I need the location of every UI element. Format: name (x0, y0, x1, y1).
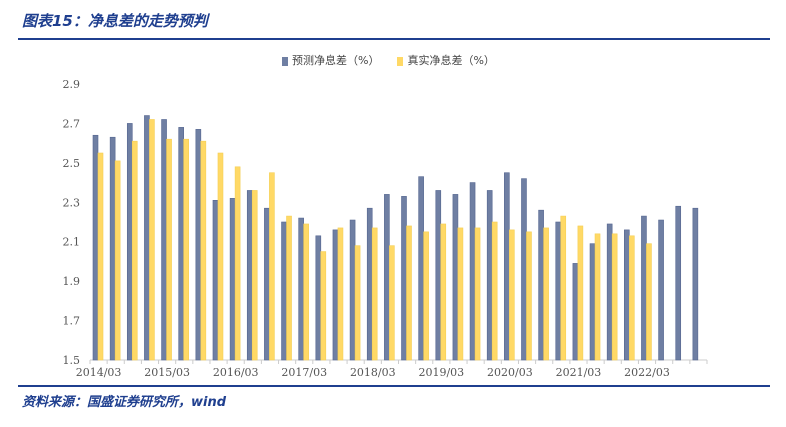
y-tick-label: 2.5 (63, 157, 81, 170)
bar-actual (457, 227, 464, 361)
bar-predicted (486, 190, 493, 361)
bar-actual (389, 245, 395, 361)
bar-actual (286, 215, 292, 361)
bar-predicted (435, 190, 442, 361)
bar-actual (303, 223, 309, 361)
bar-predicted (521, 178, 527, 361)
bar-actual (646, 243, 652, 361)
bar-predicted (298, 217, 304, 361)
x-tick-label: 2014/03 (76, 366, 122, 379)
y-tick-label: 2.3 (63, 196, 81, 209)
bar-actual (234, 166, 241, 361)
bar-actual (594, 233, 601, 361)
y-tick-label: 2.7 (63, 117, 81, 130)
bar-predicted (246, 190, 253, 361)
bar-predicted (332, 229, 339, 361)
bar-predicted (281, 221, 287, 361)
bar-actual (509, 229, 515, 361)
y-tick-label: 1.9 (63, 275, 81, 288)
bar-predicted (452, 194, 459, 361)
bar-actual (337, 227, 344, 361)
bar-actual (474, 227, 481, 361)
bar-actual (320, 251, 327, 361)
bar-predicted (606, 223, 613, 361)
source-divider (18, 385, 770, 387)
bar-predicted (555, 221, 562, 361)
bar-predicted (195, 129, 202, 361)
legend: 预测净息差（%） 真实净息差（%） (282, 52, 495, 68)
x-tick-label: 2020/03 (487, 366, 533, 379)
x-tick-label: 2022/03 (624, 366, 670, 379)
bar-actual (629, 235, 635, 361)
bar-actual (97, 152, 104, 361)
bar-predicted (264, 207, 270, 361)
bar-actual (560, 215, 567, 361)
bar-predicted (178, 127, 184, 361)
bar-actual (114, 160, 121, 361)
bar-predicted (469, 182, 476, 361)
bar-actual (543, 227, 549, 361)
bar-actual (423, 231, 429, 361)
bar-predicted (109, 136, 116, 361)
x-tick-label: 2016/03 (213, 366, 259, 379)
bar-predicted (229, 198, 236, 361)
bar-predicted (384, 194, 390, 361)
y-tick-label: 1.7 (63, 315, 81, 328)
bar-predicted (692, 207, 699, 361)
x-tick-label: 2018/03 (350, 366, 396, 379)
bar-predicted (658, 219, 664, 361)
bar-actual (611, 233, 618, 361)
legend-item-actual: 真实净息差（%） (397, 52, 495, 68)
bar-actual (131, 140, 138, 361)
figure-title: 图表15：净息差的走势预判 (22, 12, 208, 30)
bar-actual (526, 231, 532, 361)
bar-predicted (401, 196, 407, 361)
bar-predicted (349, 219, 356, 361)
y-tick-label: 2.9 (63, 78, 81, 91)
bar-predicted (589, 243, 596, 361)
bar-predicted (92, 134, 99, 361)
y-tick-label: 1.5 (63, 354, 81, 367)
bar-predicted (315, 235, 322, 361)
bar-predicted (418, 176, 424, 361)
bar-predicted (624, 229, 630, 361)
bar-predicted (572, 263, 579, 361)
y-tick-label: 2.1 (63, 236, 81, 249)
legend-label-actual: 真实净息差（%） (407, 54, 495, 67)
bar-actual (371, 227, 378, 361)
source-note: 资料来源：国盛证券研究所，wind (22, 395, 227, 410)
bar-actual (406, 225, 412, 361)
bar-actual (269, 172, 275, 361)
bar-actual (166, 138, 172, 361)
legend-swatch-predicted (282, 56, 288, 66)
bar-predicted (161, 119, 167, 361)
bar-predicted (144, 115, 150, 361)
bar-actual (440, 223, 447, 361)
bar-actual (217, 152, 224, 361)
bar-predicted (366, 207, 373, 361)
bar-actual (577, 225, 584, 361)
bar-predicted (126, 123, 133, 361)
bar-actual (149, 119, 155, 361)
bar-actual (491, 221, 498, 361)
legend-item-predicted: 预测净息差（%） (282, 52, 379, 68)
legend-swatch-actual (397, 56, 404, 66)
bar-actual (251, 190, 258, 361)
bar-actual (200, 140, 207, 361)
bar-predicted (641, 215, 647, 361)
x-tick-label: 2021/03 (556, 366, 602, 379)
bar-predicted (212, 200, 219, 361)
bar-actual (183, 138, 189, 361)
title-divider (18, 38, 770, 40)
legend-label-predicted: 预测净息差（%） (292, 54, 380, 67)
bar-actual (354, 245, 361, 361)
x-tick-label: 2017/03 (281, 366, 327, 379)
x-tick-label: 2019/03 (418, 366, 464, 379)
bar-predicted (504, 172, 510, 361)
x-tick-label: 2015/03 (144, 366, 190, 379)
bar-predicted (675, 205, 682, 361)
bar-predicted (538, 209, 544, 361)
